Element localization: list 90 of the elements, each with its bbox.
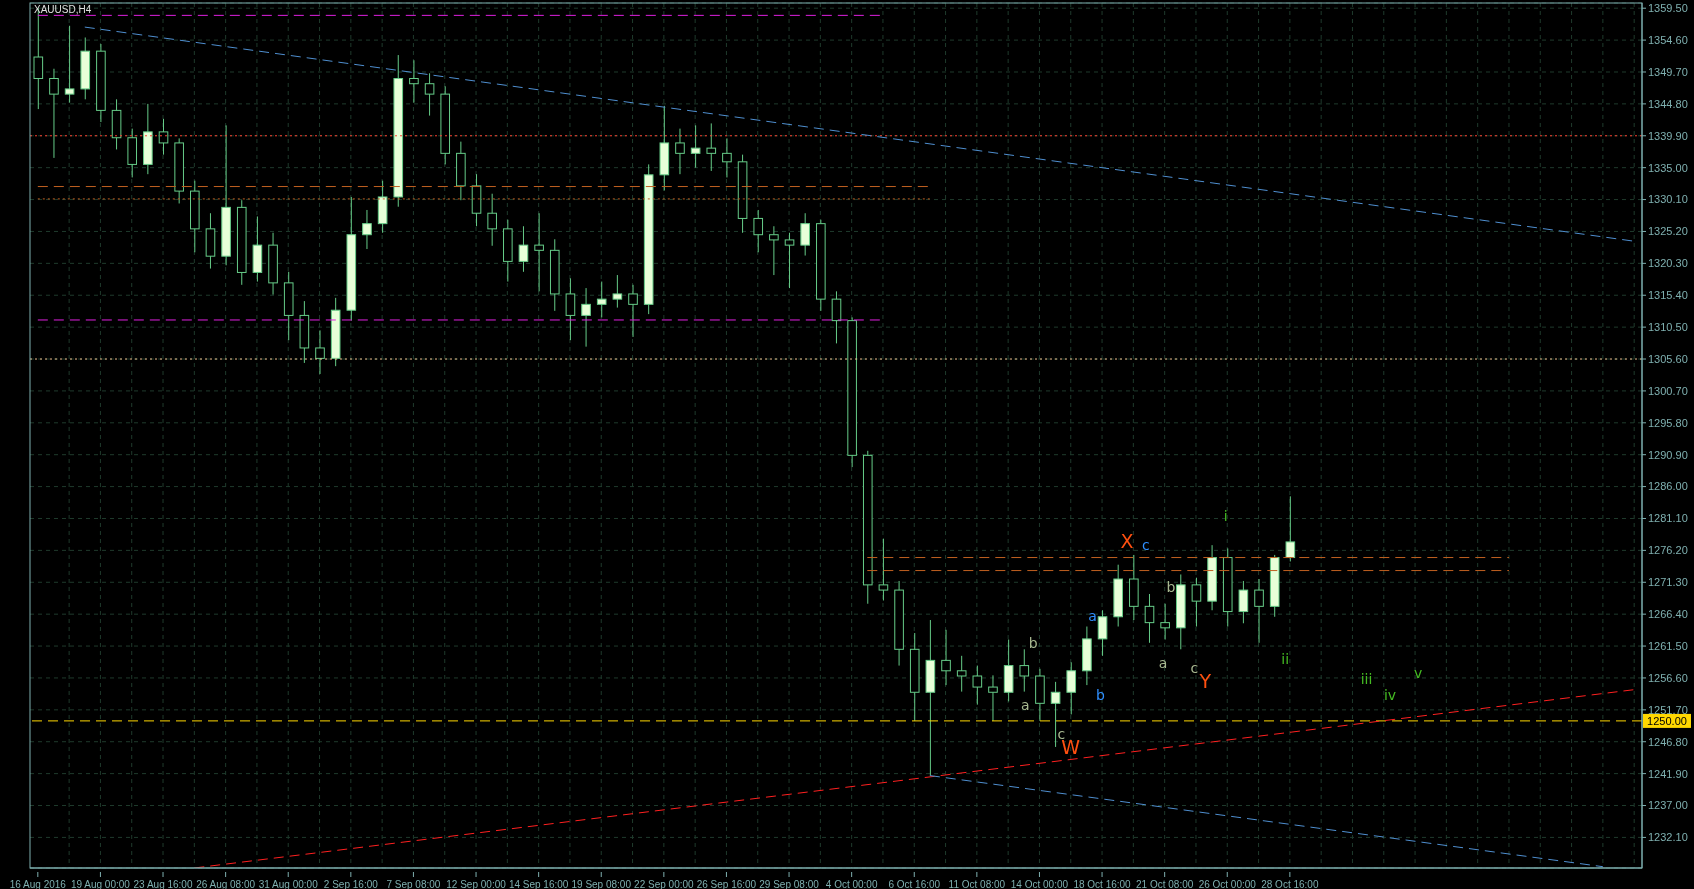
- candlestick: [1238, 580, 1249, 624]
- y-tick-label: 1290.90: [1648, 448, 1688, 461]
- annotation: ii: [1281, 650, 1290, 667]
- y-tick-label: 1349.70: [1648, 65, 1688, 78]
- candlestick: [675, 128, 685, 175]
- y-tick-label: 1261.50: [1648, 639, 1688, 652]
- annotation: b: [1028, 635, 1038, 652]
- candlestick: [612, 274, 623, 309]
- y-tick-label: 1354.60: [1648, 34, 1688, 46]
- candlestick: [800, 212, 810, 257]
- annotation: iv: [1383, 686, 1397, 703]
- y-tick-label: 1276.20: [1648, 544, 1688, 557]
- annotation: c: [1142, 536, 1150, 553]
- candlestick: [878, 538, 889, 601]
- y-tick-label: 1335.00: [1648, 161, 1688, 174]
- y-tick-label: 1315.40: [1648, 289, 1688, 302]
- x-tick-label: 21 Oct 08:00: [1136, 879, 1194, 889]
- annotation: v: [1414, 665, 1423, 682]
- y-tick-label: 1237.00: [1648, 799, 1688, 812]
- candlestick: [565, 277, 576, 341]
- candlestick: [988, 674, 998, 722]
- annotation: X: [1120, 530, 1134, 553]
- annotation: i: [1223, 507, 1228, 524]
- candlestick: [784, 232, 795, 289]
- candlestick: [487, 193, 497, 247]
- candlestick: [158, 118, 169, 156]
- candlestick: [581, 287, 591, 348]
- candlestick: [753, 209, 764, 253]
- y-tick-label: 1266.40: [1648, 608, 1688, 621]
- candlestick: [956, 655, 967, 693]
- annotation: a: [1021, 696, 1030, 713]
- candlestick: [409, 59, 419, 104]
- y-tick-label: 1320.30: [1648, 257, 1688, 270]
- candlestick: [690, 124, 701, 169]
- candlestick: [1019, 648, 1030, 693]
- candlestick: [1160, 603, 1170, 641]
- candlestick: [831, 290, 842, 344]
- x-tick-label: 26 Oct 00:00: [1198, 879, 1257, 889]
- y-tick-label: 1295.80: [1648, 416, 1688, 429]
- candlestick: [706, 122, 717, 172]
- candlestick: [315, 329, 325, 375]
- candlestick: [628, 284, 638, 338]
- candlestick: [1254, 578, 1264, 644]
- y-tick-label: 1281.10: [1648, 512, 1688, 525]
- y-tick-label: 1300.70: [1648, 384, 1688, 397]
- x-tick-label: 6 Oct 16:00: [888, 879, 941, 889]
- x-tick-label: 14 Oct 00:00: [1010, 879, 1069, 889]
- candlestick: [1066, 661, 1077, 715]
- candlestick: [1097, 609, 1108, 657]
- chart-title: XAUUSD,H4: [34, 4, 92, 15]
- y-tick-label: 1330.10: [1648, 193, 1688, 206]
- y-tick-label: 1325.20: [1648, 225, 1688, 238]
- ref-line-label: 1250.00: [1647, 714, 1687, 727]
- annotation: b: [1166, 579, 1176, 596]
- y-tick-label: 1339.90: [1648, 129, 1688, 142]
- candlestick: [64, 25, 75, 104]
- annotation: a: [1158, 655, 1168, 672]
- x-tick-label: 18 Oct 16:00: [1073, 879, 1132, 889]
- y-tick-label: 1241.90: [1648, 767, 1688, 780]
- y-tick-label: 1286.00: [1648, 480, 1688, 493]
- y-tick-label: 1271.30: [1648, 576, 1688, 589]
- annotation: c: [1190, 660, 1199, 677]
- candlestick: [941, 629, 951, 686]
- y-tick-label: 1305.60: [1648, 352, 1688, 365]
- candlestick: [424, 72, 435, 117]
- candlestick: [972, 665, 983, 706]
- y-tick-label: 1246.80: [1648, 735, 1688, 748]
- annotation: iii: [1360, 670, 1373, 687]
- candlestick: [722, 137, 732, 178]
- candlestick: [1144, 593, 1155, 644]
- x-tick-label: 28 Oct 16:00: [1261, 879, 1319, 889]
- x-tick-label: 11 Oct 08:00: [948, 879, 1006, 889]
- y-tick-label: 1232.10: [1648, 831, 1688, 844]
- candlestick: [1191, 577, 1202, 628]
- candlestick: [596, 281, 607, 318]
- candlestick: [1285, 495, 1296, 562]
- x-tick-label: 4 Oct 00:00: [825, 879, 878, 889]
- annotation: Y: [1198, 670, 1212, 692]
- y-tick-label: 1344.80: [1648, 97, 1688, 110]
- annotation: a: [1088, 607, 1097, 624]
- candlestick: [769, 225, 779, 276]
- candlestick: [534, 212, 544, 292]
- y-tick-label: 1359.50: [1648, 2, 1688, 15]
- annotation: b: [1096, 686, 1106, 703]
- candlestick: [49, 68, 59, 159]
- y-tick-label: 1256.60: [1648, 671, 1688, 684]
- candlestick: [518, 225, 529, 273]
- y-tick-label: 1251.70: [1648, 703, 1688, 716]
- y-tick-label: 1310.50: [1648, 321, 1688, 334]
- candlestick: [362, 209, 372, 250]
